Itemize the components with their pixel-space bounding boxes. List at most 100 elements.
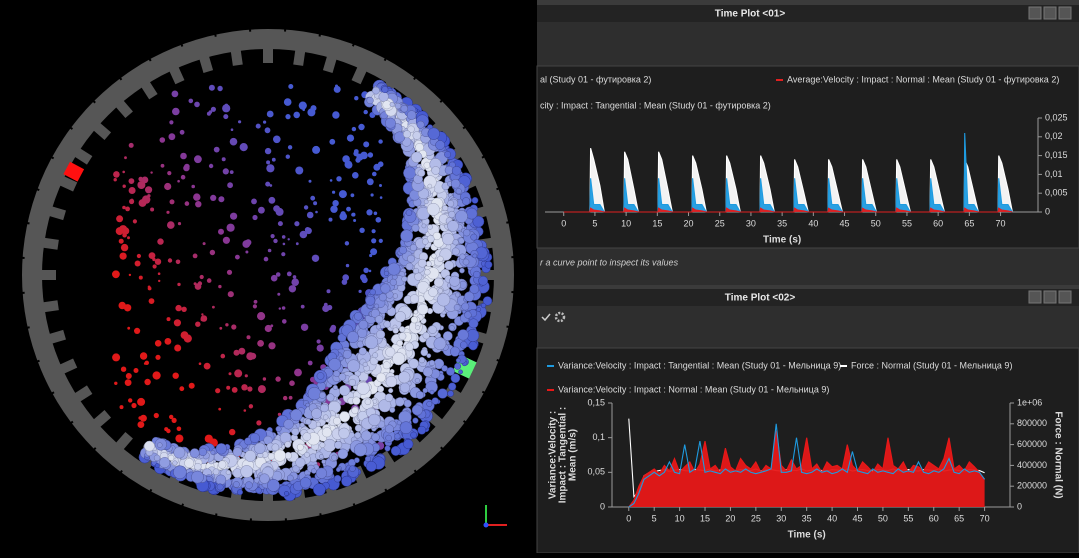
x-tick-label: 30	[746, 218, 756, 228]
particle	[122, 170, 125, 174]
particle	[417, 258, 427, 268]
particle	[458, 369, 463, 375]
particle	[271, 157, 276, 162]
particle	[166, 210, 170, 214]
particle	[433, 337, 447, 351]
particle	[442, 331, 453, 341]
particle	[120, 366, 127, 372]
particle	[148, 252, 156, 259]
particle	[455, 210, 468, 223]
maximize-button[interactable]	[1043, 6, 1057, 20]
particle	[253, 299, 258, 304]
particle	[197, 281, 203, 286]
particle	[243, 409, 247, 412]
particle	[341, 475, 353, 487]
particle	[245, 481, 253, 490]
legend-label: al (Study 01 - футировка 2)	[540, 74, 651, 84]
particle	[133, 368, 139, 373]
particle	[164, 338, 172, 345]
particle	[392, 352, 406, 366]
lifter	[93, 410, 112, 428]
x-tick-label: 25	[751, 513, 761, 523]
shell-notch	[50, 156, 55, 160]
particle	[154, 463, 160, 469]
particle	[295, 457, 306, 468]
particle	[152, 257, 156, 262]
particle	[316, 339, 321, 344]
lifter	[42, 237, 59, 250]
particle	[124, 379, 132, 386]
particle	[310, 105, 317, 112]
particle	[371, 229, 376, 234]
particle	[218, 228, 224, 235]
particle	[424, 269, 431, 276]
close-button[interactable]	[1058, 290, 1072, 304]
x-tick-label: 65	[954, 513, 964, 523]
particle	[231, 324, 237, 330]
particle	[426, 401, 433, 407]
particle	[449, 325, 455, 331]
lifter	[48, 329, 66, 344]
shell-notch	[284, 518, 288, 522]
y-tick-label: 0,1	[592, 432, 605, 442]
particle	[128, 142, 134, 148]
close-button[interactable]	[1058, 6, 1072, 20]
particle	[463, 229, 471, 237]
minimize-button[interactable]	[1028, 290, 1042, 304]
particle	[168, 454, 175, 461]
particle	[291, 278, 300, 287]
highlight-lifter	[63, 161, 85, 182]
particle	[414, 272, 423, 281]
particle	[372, 86, 380, 95]
particle	[198, 447, 207, 457]
x-tick-label: 60	[933, 218, 943, 228]
particle	[369, 253, 373, 258]
particle	[390, 445, 401, 456]
particle	[332, 190, 336, 194]
particle	[461, 302, 470, 311]
particle	[164, 427, 169, 432]
settings-icon[interactable]	[554, 311, 566, 323]
particle	[136, 253, 141, 259]
particle	[328, 217, 333, 222]
particle	[359, 227, 365, 233]
particle	[127, 326, 131, 330]
lifter	[93, 122, 112, 140]
particle	[361, 430, 372, 441]
apply-icon[interactable]	[541, 313, 551, 322]
particle	[294, 221, 300, 227]
particle	[472, 215, 485, 228]
particle	[387, 262, 401, 276]
particle	[346, 206, 351, 212]
shell-notch	[384, 488, 388, 493]
particle	[373, 163, 381, 171]
particle	[398, 326, 406, 333]
particle	[400, 229, 414, 243]
particle	[319, 391, 326, 399]
particle	[464, 291, 475, 302]
particle	[378, 139, 383, 144]
particle	[442, 232, 455, 246]
particle	[116, 215, 124, 223]
maximize-button[interactable]	[1043, 290, 1057, 304]
particle	[462, 258, 470, 266]
particle	[194, 101, 200, 108]
particle	[358, 289, 362, 293]
particle	[447, 220, 459, 232]
x-tick-label: 35	[777, 218, 787, 228]
lifter	[41, 270, 56, 280]
x-tick-label: 70	[980, 513, 990, 523]
particle	[128, 187, 136, 194]
particle	[379, 196, 383, 199]
particle	[433, 277, 444, 288]
particle	[247, 386, 253, 392]
minimize-button[interactable]	[1028, 6, 1042, 20]
shell-notch	[383, 57, 387, 62]
particle	[193, 193, 201, 201]
particle	[363, 267, 369, 273]
particle	[398, 332, 407, 341]
particle	[468, 341, 478, 351]
particle	[454, 292, 461, 298]
particle	[171, 417, 177, 423]
